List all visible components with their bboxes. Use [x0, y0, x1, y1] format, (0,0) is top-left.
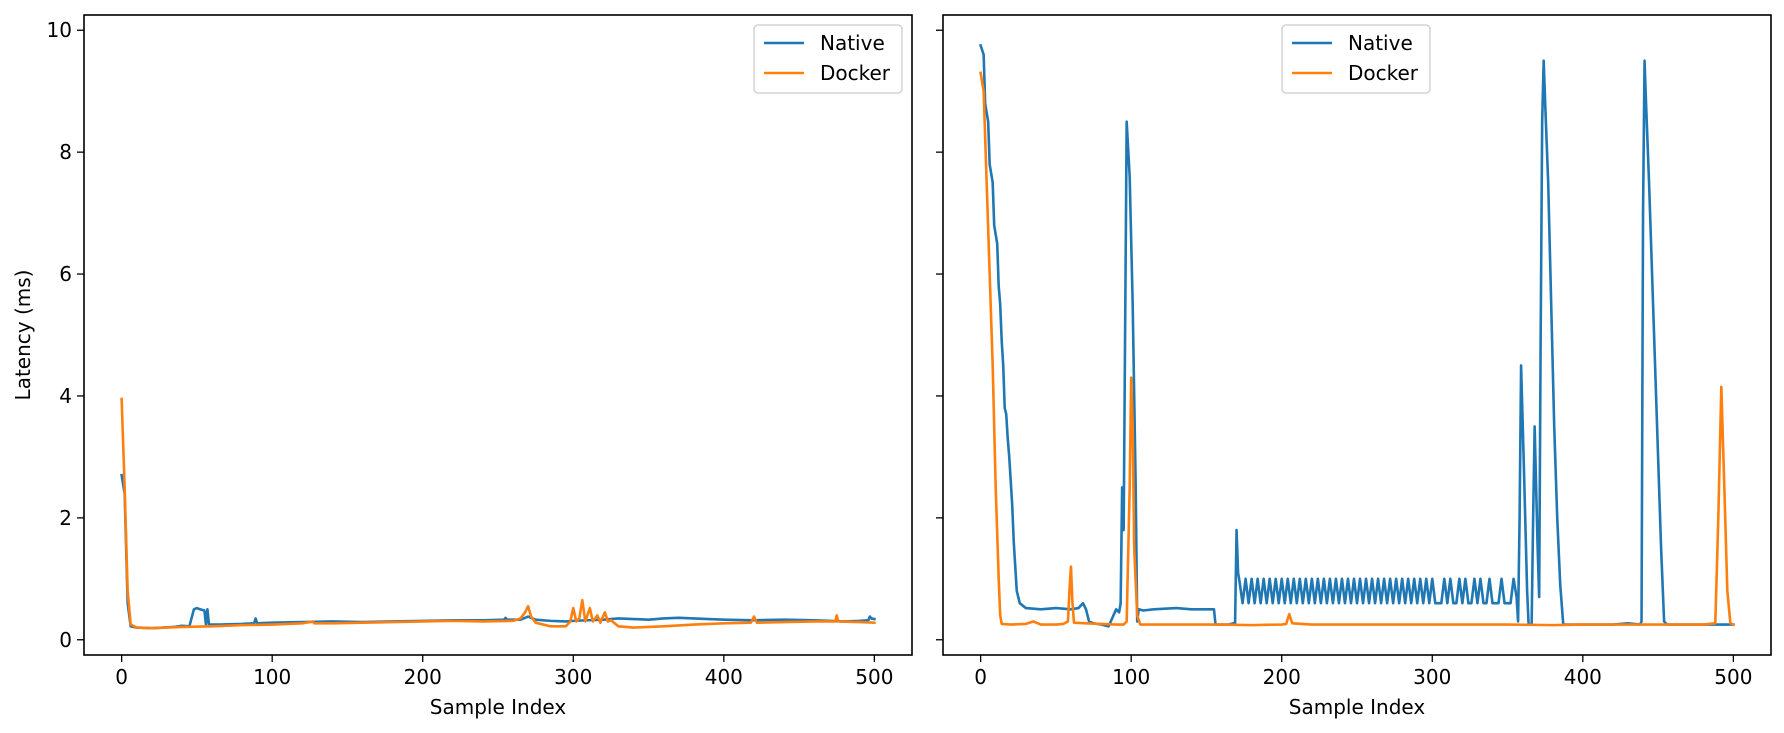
- y-axis-label: Latency (ms): [11, 270, 35, 401]
- x-tick-label: 300: [554, 665, 592, 689]
- x-tick-label: 100: [253, 665, 291, 689]
- legend: Native Docker: [1281, 24, 1431, 94]
- x-tick-label: 400: [705, 665, 743, 689]
- x-tick-label: 400: [1564, 665, 1602, 689]
- y-tick-label: 2: [59, 506, 72, 530]
- right-panel: 0 100 200 300 400 500 Sample Index Native Docker: [936, 14, 1772, 719]
- x-tick-label: 200: [404, 665, 442, 689]
- x-tick-label: 0: [115, 665, 128, 689]
- x-tick-label: 500: [855, 665, 893, 689]
- legend-label-docker: Docker: [820, 61, 891, 85]
- x-tick-label: 200: [1263, 665, 1301, 689]
- legend: Native Docker: [753, 24, 903, 94]
- legend-label-docker: Docker: [1348, 61, 1419, 85]
- x-tick-label: 300: [1413, 665, 1451, 689]
- series-group: [978, 43, 1736, 628]
- x-tick-label: 0: [974, 665, 987, 689]
- series-line-docker: [120, 397, 876, 630]
- x-tick-label: 100: [1112, 665, 1150, 689]
- plot-frame: [942, 14, 1772, 656]
- y-tick-label: 8: [59, 140, 72, 164]
- x-axis-label: Sample Index: [430, 695, 567, 719]
- x-axis-label: Sample Index: [1289, 695, 1426, 719]
- series-group: [120, 397, 876, 630]
- series-line-docker: [979, 71, 1736, 627]
- y-tick-label: 4: [59, 384, 72, 408]
- legend-label-native: Native: [1348, 31, 1413, 55]
- plot-frame: [83, 14, 913, 656]
- y-tick-label: 6: [59, 262, 72, 286]
- y-tick-label: 10: [47, 18, 72, 42]
- left-panel: 0 100 200 300 400 500 0 2 4 6 8 10 Sample Index Laten…: [11, 14, 913, 719]
- legend-label-native: Native: [820, 31, 885, 55]
- y-tick-label: 0: [59, 628, 72, 652]
- x-tick-label: 500: [1714, 665, 1752, 689]
